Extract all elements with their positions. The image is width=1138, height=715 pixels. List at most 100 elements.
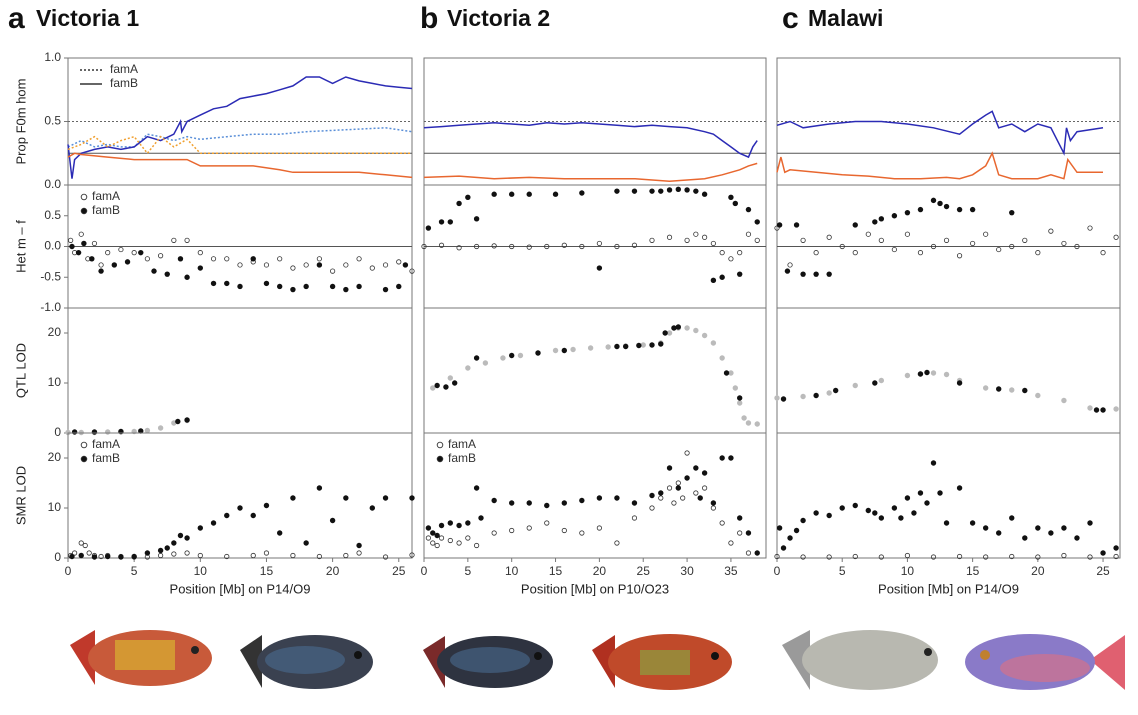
point (500, 355, 506, 361)
x-tick-label: 5 (465, 564, 472, 578)
x-tick-label: 5 (131, 564, 138, 578)
legend-swatch (80, 207, 88, 215)
point (666, 485, 673, 491)
point (409, 268, 415, 274)
fish (782, 630, 938, 690)
point (587, 345, 594, 351)
fish (70, 630, 212, 686)
point (1035, 392, 1041, 399)
point (684, 187, 690, 193)
point (329, 517, 336, 524)
point (983, 554, 989, 560)
point (898, 515, 904, 521)
x-tick-label: 20 (1031, 564, 1045, 578)
point (1009, 387, 1015, 393)
point (784, 268, 791, 274)
point (456, 245, 462, 251)
point (872, 510, 878, 516)
point (911, 510, 917, 516)
legend-label: famA (92, 437, 120, 451)
point (250, 512, 256, 519)
point (382, 286, 389, 293)
point (943, 520, 950, 526)
point (456, 540, 462, 546)
point (1100, 550, 1106, 556)
point (776, 222, 783, 228)
point (701, 191, 708, 197)
plot-frame (67, 307, 413, 434)
point (1009, 209, 1015, 216)
point (290, 552, 296, 559)
point (316, 553, 322, 560)
point (276, 283, 283, 290)
point (508, 352, 515, 359)
x-tick-label: 30 (680, 564, 694, 578)
point (1074, 535, 1080, 541)
y-tick-label: 1.0 (44, 50, 61, 64)
point (684, 475, 690, 481)
point (491, 497, 497, 504)
point (813, 271, 819, 277)
point (719, 455, 725, 461)
point (658, 188, 664, 194)
y-tick-label: 10 (48, 500, 62, 514)
point (839, 505, 845, 511)
point (996, 386, 1002, 392)
point (1061, 552, 1067, 559)
series-line (776, 151, 1103, 180)
point (144, 550, 151, 556)
point (852, 250, 858, 256)
point (430, 540, 436, 546)
point (793, 527, 800, 534)
point (800, 271, 806, 277)
point (800, 554, 806, 560)
point (81, 240, 87, 247)
point (508, 191, 515, 197)
y-axis-label: Het m – f (13, 220, 28, 273)
point (425, 225, 432, 231)
point (649, 505, 655, 511)
point (131, 553, 137, 560)
point (671, 325, 677, 331)
point (171, 540, 177, 546)
point (693, 188, 699, 194)
point (561, 527, 567, 534)
point (813, 392, 819, 399)
point (745, 206, 752, 213)
panel-title: Victoria 2 (447, 5, 550, 31)
point (780, 396, 787, 402)
point (474, 542, 480, 549)
point (649, 342, 655, 348)
point (826, 390, 832, 396)
point (561, 242, 567, 248)
point (776, 525, 783, 531)
y-tick-label: -1.0 (40, 300, 61, 314)
y-tick-label: 0.0 (44, 177, 61, 191)
point (1113, 545, 1119, 551)
point (1035, 525, 1041, 531)
point (675, 186, 682, 193)
point (447, 375, 454, 381)
point (1022, 237, 1028, 243)
y-tick-label: 20 (48, 450, 62, 464)
point (702, 234, 708, 240)
point (891, 505, 898, 511)
point (434, 532, 440, 539)
point (684, 450, 690, 456)
point (91, 240, 98, 247)
y-axis-label: Prop F0m hom (13, 79, 28, 165)
point (473, 355, 480, 361)
point (89, 256, 95, 262)
y-tick-label: 10 (48, 375, 62, 389)
x-tick-label: 10 (194, 564, 208, 578)
point (701, 332, 708, 339)
point (745, 420, 752, 426)
point (438, 242, 445, 248)
point (732, 385, 739, 391)
panel-letter: a (8, 2, 25, 35)
point (210, 280, 217, 287)
point (662, 330, 668, 336)
point (826, 234, 832, 240)
point (1061, 525, 1067, 531)
point (614, 188, 620, 194)
